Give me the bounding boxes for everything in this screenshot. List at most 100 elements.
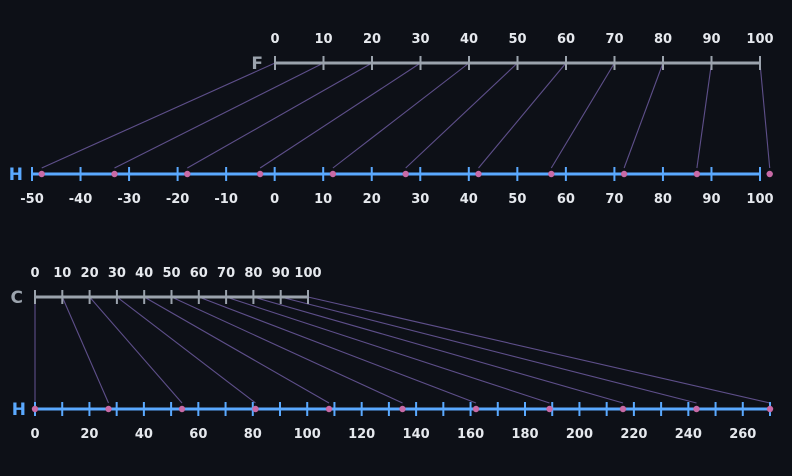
source-tick-label: 0 xyxy=(30,266,39,281)
mapped-point-marker xyxy=(31,405,39,413)
target-tick-label: -40 xyxy=(69,192,93,207)
target-tick-label: -10 xyxy=(214,192,238,207)
connector-line xyxy=(332,62,470,169)
connector-line xyxy=(143,296,330,404)
target-tick-label: 20 xyxy=(363,192,381,207)
diagram-1: 0 10 20 30 40 50 60 70 80 90 100 F -50 -40 -30 -20 -10 0 1… xyxy=(9,32,774,207)
mapped-point-marker xyxy=(402,170,409,178)
target-tick-label: 10 xyxy=(314,192,332,207)
source-tick-label: 80 xyxy=(244,266,262,281)
connector-line xyxy=(280,296,697,404)
source-axis-name: F xyxy=(251,54,263,74)
connector-line xyxy=(187,62,373,169)
source-tick-label: 20 xyxy=(363,32,381,47)
target-tick-label: 120 xyxy=(348,427,375,442)
mapped-point-marker xyxy=(472,405,480,413)
source-tick-label: 10 xyxy=(314,32,332,47)
connector-line xyxy=(405,62,518,169)
mapped-point-marker xyxy=(256,170,264,178)
target-tick-label: 240 xyxy=(675,427,702,442)
connector-line xyxy=(759,62,771,169)
mapped-point-marker xyxy=(620,170,628,178)
source-tick-label: 100 xyxy=(294,266,321,281)
target-tick-label: 160 xyxy=(457,427,484,442)
mapped-point-marker xyxy=(693,170,701,178)
target-axis-name: H xyxy=(9,165,23,185)
mapped-point-marker xyxy=(252,405,259,413)
source-tick-label: 10 xyxy=(53,266,71,281)
target-tick-label: 0 xyxy=(270,192,279,207)
target-tick-label: 180 xyxy=(511,427,538,442)
target-tick-label: -30 xyxy=(117,192,141,207)
source-tick-label: 60 xyxy=(190,266,208,281)
target-axis-name: H xyxy=(12,400,26,420)
mapped-point-marker xyxy=(548,170,555,178)
source-tick-label: 50 xyxy=(162,266,180,281)
connector-line xyxy=(307,296,771,404)
target-tick-label: 140 xyxy=(403,427,430,442)
connector-line xyxy=(171,296,403,404)
target-tick-label: 260 xyxy=(729,427,756,442)
connector-line xyxy=(623,62,664,169)
source-tick-label: 100 xyxy=(746,32,773,47)
source-tick-label: 0 xyxy=(270,32,279,47)
connector-line xyxy=(478,62,567,169)
source-tick-label: 80 xyxy=(654,32,672,47)
target-tick-label: 60 xyxy=(557,192,575,207)
source-tick-label: 40 xyxy=(460,32,478,47)
source-axis-name: C xyxy=(11,288,23,308)
source-tick-label: 30 xyxy=(108,266,126,281)
connector-line xyxy=(259,62,421,169)
connector-line xyxy=(116,296,256,404)
source-tick-label: 40 xyxy=(135,266,153,281)
connector-line xyxy=(114,62,324,169)
connector-line xyxy=(550,62,615,169)
target-tick-label: 80 xyxy=(244,427,262,442)
mapped-point-marker xyxy=(546,405,553,413)
target-tick-label: 60 xyxy=(189,427,207,442)
mapped-point-marker xyxy=(184,170,191,178)
connector-line xyxy=(41,62,276,169)
target-tick-label: 220 xyxy=(620,427,647,442)
target-tick-label: 30 xyxy=(411,192,429,207)
connector-line xyxy=(253,296,624,404)
mapped-point-marker xyxy=(329,170,337,178)
mapped-point-marker xyxy=(38,170,45,178)
mapped-point-marker xyxy=(399,405,406,413)
target-tick-label: -20 xyxy=(166,192,190,207)
connector-line xyxy=(696,62,713,169)
target-tick-label: 80 xyxy=(654,192,672,207)
source-tick-label: 70 xyxy=(217,266,235,281)
target-tick-label: 50 xyxy=(508,192,526,207)
connector-line xyxy=(89,296,183,404)
source-tick-label: 70 xyxy=(605,32,623,47)
connector-line xyxy=(225,296,550,404)
connector-line xyxy=(198,296,477,404)
source-tick-label: 30 xyxy=(411,32,429,47)
target-tick-label: 100 xyxy=(294,427,321,442)
source-tick-label: 50 xyxy=(508,32,526,47)
mapped-point-marker xyxy=(475,170,482,178)
mapped-point-marker xyxy=(766,170,773,178)
source-tick-label: 90 xyxy=(702,32,720,47)
target-tick-label: 40 xyxy=(460,192,478,207)
target-tick-label: 100 xyxy=(746,192,773,207)
source-tick-label: 20 xyxy=(81,266,99,281)
target-tick-label: 40 xyxy=(135,427,153,442)
mapped-point-marker xyxy=(325,405,333,413)
target-tick-label: -50 xyxy=(20,192,44,207)
target-tick-label: 90 xyxy=(702,192,720,207)
target-tick-label: 70 xyxy=(605,192,623,207)
mapped-point-marker xyxy=(111,170,118,178)
mapped-point-marker xyxy=(766,405,774,413)
target-tick-label: 20 xyxy=(80,427,98,442)
connector-line xyxy=(61,296,110,404)
source-tick-label: 60 xyxy=(557,32,575,47)
target-tick-label: 0 xyxy=(30,427,39,442)
source-tick-label: 90 xyxy=(272,266,290,281)
mapped-point-marker xyxy=(693,405,700,413)
target-tick-label: 200 xyxy=(566,427,593,442)
